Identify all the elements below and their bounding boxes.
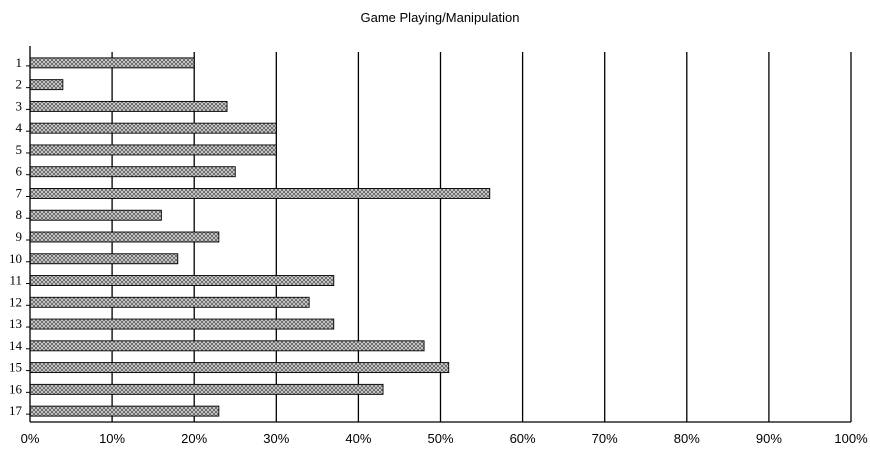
- bar-9: [29, 231, 220, 243]
- y-tick-label-17: 17: [9, 403, 23, 418]
- x-tick-label-60pct: 60%: [510, 431, 536, 446]
- y-tick-label-10: 10: [9, 251, 22, 266]
- y-tick-label-6: 6: [16, 164, 23, 179]
- bar-17: [29, 405, 220, 417]
- bar-6: [29, 166, 236, 178]
- x-tick-label-10pct: 10%: [99, 431, 125, 446]
- x-tick-label-90pct: 90%: [756, 431, 782, 446]
- x-tick-label-100pct: 100%: [834, 431, 868, 446]
- y-tick-label-1: 1: [16, 55, 23, 70]
- y-tick-label-4: 4: [16, 120, 23, 135]
- bar-16: [29, 383, 384, 395]
- x-tick-label-30pct: 30%: [263, 431, 289, 446]
- y-tick-label-8: 8: [16, 207, 23, 222]
- y-tick-label-13: 13: [9, 316, 22, 331]
- chart-title: Game Playing/Manipulation: [361, 10, 520, 25]
- y-tick-label-14: 14: [9, 338, 23, 353]
- bar-13: [29, 318, 335, 330]
- grid-lines: [111, 52, 852, 422]
- bar-1: [29, 57, 195, 69]
- y-tick-label-16: 16: [9, 381, 23, 396]
- bar-3: [29, 100, 228, 112]
- x-tick-label-40pct: 40%: [345, 431, 371, 446]
- x-tick-label-80pct: 80%: [674, 431, 700, 446]
- bar-8: [29, 209, 162, 221]
- x-tick-label-70pct: 70%: [592, 431, 618, 446]
- bar-15: [29, 362, 450, 374]
- bar-5: [29, 144, 277, 156]
- y-tick-label-7: 7: [16, 185, 23, 200]
- y-tick-label-11: 11: [9, 273, 22, 288]
- y-tick-label-5: 5: [16, 142, 23, 157]
- bar-11: [29, 275, 335, 286]
- bar-10: [29, 253, 179, 265]
- x-tick-label-20pct: 20%: [181, 431, 207, 446]
- bar-7: [29, 188, 491, 199]
- y-tick-label-3: 3: [16, 98, 23, 113]
- x-tick-label-50pct: 50%: [427, 431, 453, 446]
- bars: [29, 57, 491, 417]
- y-tick-label-12: 12: [9, 294, 22, 309]
- axes: [26, 46, 851, 423]
- y-tick-label-15: 15: [9, 360, 22, 375]
- bar-14: [29, 340, 425, 352]
- bar-12: [29, 296, 310, 308]
- bar-4: [29, 122, 277, 134]
- x-tick-label-0pct: 0%: [21, 431, 40, 446]
- bar-2: [29, 79, 64, 91]
- y-tick-label-2: 2: [16, 77, 23, 92]
- x-tick-labels: 0% 10% 20% 30% 40% 50% 60% 70% 80% 90% 100%: [21, 431, 868, 446]
- y-tick-label-9: 9: [16, 229, 23, 244]
